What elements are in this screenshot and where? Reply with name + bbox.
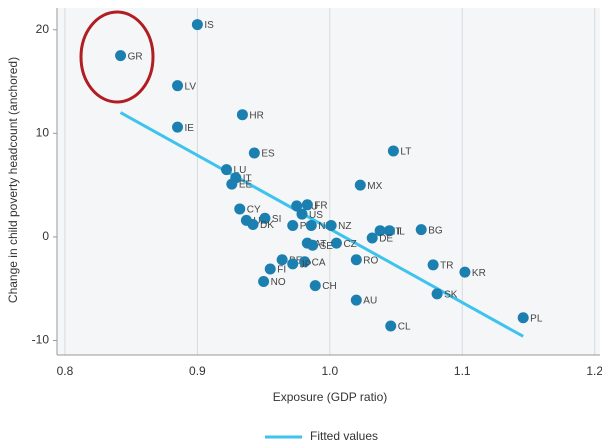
point-label: IS	[204, 20, 214, 31]
point-label: SE	[320, 241, 334, 252]
point	[330, 237, 342, 249]
y-tick-label: 20	[36, 22, 50, 36]
point-label: JP	[300, 259, 312, 270]
point-label: BG	[428, 225, 443, 236]
point-label: CY	[247, 205, 261, 216]
x-axis-label: Exposure (GDP ratio)	[273, 390, 388, 404]
point-label: IE	[185, 123, 195, 134]
point	[234, 203, 246, 215]
point-label: SK	[444, 290, 458, 301]
point-label: US	[309, 210, 323, 221]
point	[517, 312, 529, 324]
y-tick-label: 0	[42, 229, 49, 243]
point	[350, 294, 362, 306]
point-label: CZ	[343, 239, 356, 250]
point-label: IL	[396, 226, 405, 237]
point-label: RO	[363, 255, 378, 266]
point-label: FR	[314, 200, 327, 211]
point	[354, 179, 366, 191]
point-label: FI	[277, 265, 286, 276]
point	[307, 239, 319, 251]
point	[172, 121, 184, 133]
point-label: AT	[314, 239, 326, 250]
point-label: MX	[367, 181, 382, 192]
point-label: NO	[271, 277, 286, 288]
fitted-line	[119, 111, 524, 338]
x-tick-label: 1.2	[586, 364, 602, 378]
point-label: IT	[243, 174, 252, 185]
point-label: TR	[440, 261, 453, 272]
point-label: LT	[400, 147, 411, 158]
y-tick-label: -10	[32, 333, 50, 347]
point-label: GR	[128, 51, 143, 62]
point	[236, 109, 248, 121]
point	[350, 254, 362, 266]
point	[305, 220, 317, 232]
highlight-ellipse	[79, 10, 155, 104]
point-label: NZ	[338, 221, 351, 232]
point-label: LU	[234, 165, 247, 176]
point	[431, 288, 443, 300]
point	[221, 164, 233, 176]
x-tick-label: 1.0	[321, 364, 338, 378]
point	[191, 19, 203, 31]
point	[258, 275, 270, 287]
point	[383, 225, 395, 237]
point	[172, 80, 184, 92]
point	[115, 50, 127, 62]
point-label: DK	[260, 220, 274, 231]
point	[248, 147, 260, 159]
point	[287, 258, 299, 270]
point	[291, 200, 303, 212]
point	[299, 256, 311, 268]
point-label: EE	[239, 180, 253, 191]
point	[415, 224, 427, 236]
point-label: NL	[318, 221, 331, 232]
point-label: KR	[472, 268, 486, 279]
point	[366, 232, 378, 244]
y-tick-label: 10	[36, 126, 50, 140]
point-label: PL	[530, 313, 543, 324]
point-label: CH	[322, 281, 336, 292]
point	[247, 218, 259, 230]
point	[427, 259, 439, 271]
point-label: HR	[249, 110, 263, 121]
point	[374, 225, 386, 237]
point-label: DE	[379, 234, 393, 245]
point	[264, 263, 276, 275]
point	[385, 320, 397, 332]
plot-area	[57, 8, 600, 355]
point	[226, 178, 238, 190]
point-label: SI	[272, 214, 281, 225]
point	[276, 254, 288, 266]
point	[387, 145, 399, 157]
point	[309, 280, 321, 292]
point	[296, 208, 308, 220]
y-axis-label: Change in child poverty headcount (ancho…	[6, 57, 20, 303]
legend-label: Fitted values	[310, 429, 378, 443]
point	[287, 220, 299, 232]
point	[325, 220, 337, 232]
point-label: CL	[398, 322, 411, 333]
point	[459, 266, 471, 278]
point-label: CA	[312, 257, 326, 268]
point	[301, 199, 313, 211]
x-tick-label: 0.9	[189, 364, 206, 378]
point-label: LV	[185, 81, 197, 92]
point-label: AU	[363, 296, 377, 307]
x-tick-label: 1.1	[454, 364, 471, 378]
x-tick-label: 0.8	[57, 364, 74, 378]
point-label: ES	[261, 149, 275, 160]
point	[259, 212, 271, 224]
